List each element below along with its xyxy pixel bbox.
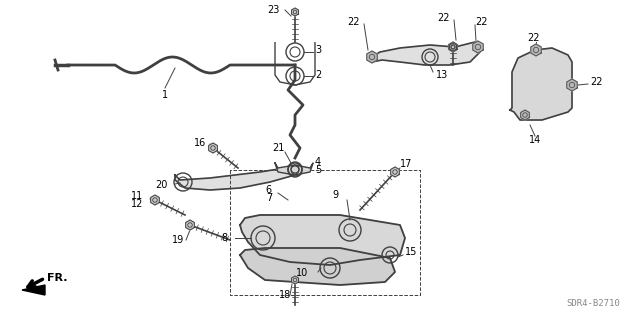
Text: 2: 2 — [315, 70, 321, 80]
Text: 22: 22 — [438, 13, 450, 23]
Text: 22: 22 — [348, 17, 360, 27]
Polygon shape — [521, 110, 529, 120]
Text: FR.: FR. — [47, 273, 67, 283]
Text: 23: 23 — [268, 5, 280, 15]
Text: 3: 3 — [315, 45, 321, 55]
Text: 13: 13 — [436, 70, 448, 80]
Polygon shape — [22, 285, 45, 295]
Text: 1: 1 — [162, 90, 168, 100]
Text: 10: 10 — [296, 268, 308, 278]
Polygon shape — [150, 195, 159, 205]
Polygon shape — [367, 51, 377, 63]
Polygon shape — [175, 165, 300, 190]
Text: 6: 6 — [266, 185, 272, 195]
Text: 16: 16 — [194, 138, 206, 148]
Text: 4: 4 — [315, 157, 321, 167]
Text: 22: 22 — [475, 17, 488, 27]
Polygon shape — [292, 276, 298, 284]
Polygon shape — [473, 41, 483, 53]
Polygon shape — [240, 248, 395, 285]
Polygon shape — [567, 79, 577, 91]
Text: 22: 22 — [590, 77, 602, 87]
Text: 9: 9 — [332, 190, 338, 200]
Polygon shape — [240, 215, 405, 265]
Text: 17: 17 — [400, 159, 412, 169]
Text: 18: 18 — [279, 290, 291, 300]
Polygon shape — [531, 44, 541, 56]
Text: 7: 7 — [266, 193, 272, 203]
Text: 12: 12 — [131, 199, 143, 209]
Polygon shape — [209, 143, 218, 153]
Polygon shape — [510, 48, 572, 120]
Text: 14: 14 — [529, 135, 541, 145]
Polygon shape — [449, 43, 456, 51]
Polygon shape — [186, 220, 195, 230]
Polygon shape — [390, 167, 399, 177]
Text: 15: 15 — [405, 247, 417, 257]
Text: 5: 5 — [315, 165, 321, 175]
Polygon shape — [275, 163, 313, 175]
Polygon shape — [292, 8, 298, 16]
Text: 11: 11 — [131, 191, 143, 201]
Text: SDR4-B2710: SDR4-B2710 — [566, 299, 620, 308]
Polygon shape — [370, 42, 480, 65]
Text: 21: 21 — [272, 143, 284, 153]
Text: 20: 20 — [156, 180, 168, 190]
Text: 22: 22 — [528, 33, 540, 43]
Polygon shape — [449, 42, 458, 52]
Text: 8: 8 — [222, 233, 228, 243]
Text: 19: 19 — [172, 235, 184, 245]
